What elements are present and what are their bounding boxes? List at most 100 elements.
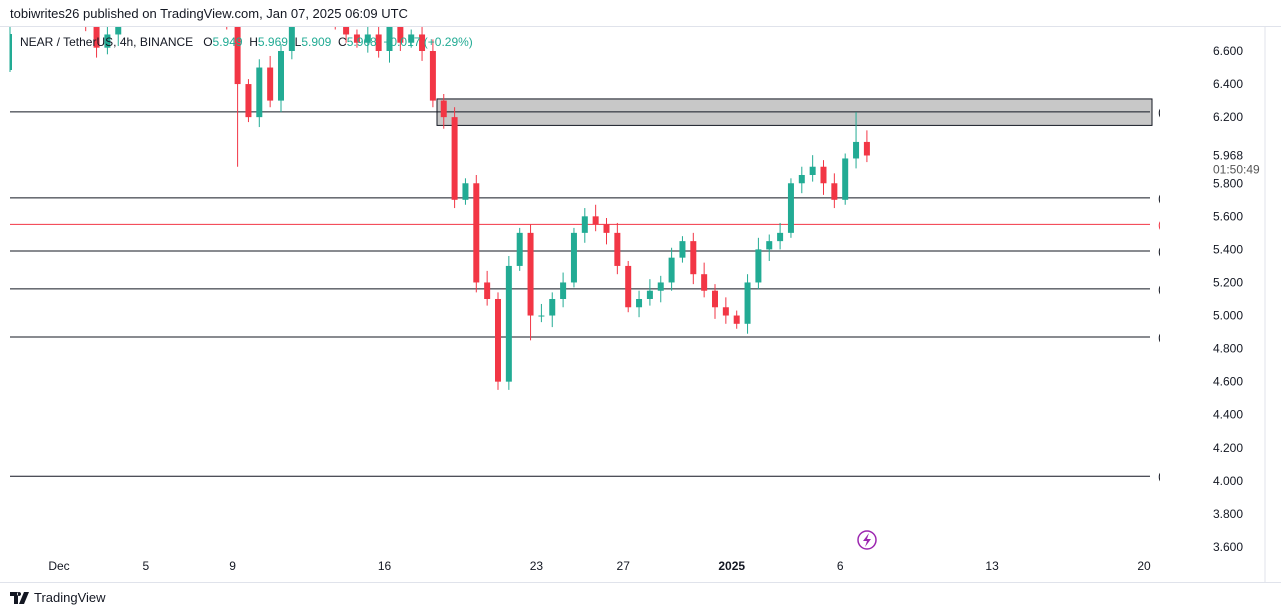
candle-body [375, 34, 382, 51]
price-tick: 6.200 [1213, 110, 1243, 124]
open-label: O [203, 35, 213, 49]
candle-body [549, 298, 556, 316]
time-tick: 23 [530, 559, 544, 573]
time-tick: 9 [229, 559, 236, 573]
candle-body [592, 216, 599, 225]
price-tick: 3.800 [1213, 507, 1243, 521]
price-axis-bg [1160, 27, 1281, 582]
candle-body [234, 27, 241, 85]
candle-body [581, 216, 588, 233]
candle-body [701, 274, 708, 291]
time-tick: 6 [837, 559, 844, 573]
candle-body [570, 232, 577, 283]
candle-body [386, 27, 393, 51]
candle-body [451, 117, 458, 200]
close-value: 5.968 [346, 35, 377, 49]
candle-body [787, 183, 794, 233]
candle-body [516, 232, 523, 266]
candle-body [429, 51, 436, 101]
candle-body [104, 34, 111, 48]
candle-body [527, 232, 534, 316]
time-tick: 27 [617, 559, 631, 573]
brand-name: TradingView [34, 590, 106, 605]
time-tick: 13 [985, 559, 999, 573]
high-value: 5.969 [257, 35, 288, 49]
candle-body [408, 34, 415, 43]
candle-body [343, 27, 350, 35]
time-tick: 20 [1137, 559, 1151, 573]
candle-body [278, 51, 284, 101]
candle-body [755, 249, 762, 283]
symbol-legend: NEAR / TetherUS, 4h, BINANCE O5.949 H5.9… [10, 34, 473, 70]
candle-body [636, 298, 643, 308]
candle-body [733, 315, 740, 324]
divider [0, 26, 1281, 27]
time-tick: 5 [142, 559, 149, 573]
tradingview-logo[interactable]: TradingView [10, 590, 106, 605]
candle-body [614, 232, 621, 266]
price-tick: 5.200 [1213, 275, 1243, 289]
high-label: H [249, 35, 258, 49]
price-tick: 4.400 [1213, 408, 1243, 422]
divider [0, 582, 1281, 583]
candle-body [440, 100, 447, 118]
price-tick: 4.600 [1213, 375, 1243, 389]
candle-body [777, 232, 784, 242]
low-value: 5.909 [301, 35, 332, 49]
time-tick: Dec [48, 559, 69, 573]
candle-body [820, 166, 827, 184]
candle-body [722, 307, 729, 316]
candle-body [267, 67, 274, 101]
price-tick: 5.000 [1213, 309, 1243, 323]
candle-body [809, 166, 816, 175]
candle-body [245, 84, 252, 118]
price-tick: 5.800 [1213, 176, 1243, 190]
candle-body [798, 174, 805, 184]
last-price: 5.968 [1213, 148, 1243, 162]
candle-body [766, 241, 773, 250]
candle-body [853, 141, 860, 159]
low-label: L [294, 35, 302, 49]
candle-body [397, 27, 404, 43]
candle-body [690, 241, 697, 275]
candle-body [560, 282, 567, 299]
candle-body [831, 183, 838, 200]
candle-body [538, 315, 545, 317]
price-tick: 4.000 [1213, 474, 1243, 488]
open-value: 5.949 [212, 35, 243, 49]
price-tick: 4.800 [1213, 342, 1243, 356]
candle-body [842, 158, 849, 200]
close-label: C [338, 35, 347, 49]
price-tick: 6.400 [1213, 77, 1243, 91]
candle-body [679, 241, 686, 258]
time-tick: 16 [378, 559, 392, 573]
candle-body [364, 34, 371, 43]
publisher-line: tobiwrites26 published on TradingView.co… [10, 6, 408, 21]
candle-body [484, 282, 491, 299]
price-tick: 5.600 [1213, 209, 1243, 223]
candle-body [288, 27, 295, 52]
candle-body [462, 183, 469, 200]
candle-body [744, 282, 751, 324]
candle-body [505, 265, 512, 382]
candle-body [603, 224, 610, 233]
price-tick: 5.400 [1213, 242, 1243, 256]
candle-body [93, 27, 100, 48]
candle-body [495, 298, 501, 382]
candle-body [657, 282, 664, 291]
lightning-icon [863, 533, 871, 547]
candle-body [256, 67, 263, 118]
price-tick: 3.600 [1213, 540, 1243, 554]
change-value: +0.017 (+0.29%) [383, 35, 473, 49]
tradingview-logo-icon [10, 591, 29, 604]
candle-body [646, 290, 653, 299]
candle-body [419, 34, 426, 51]
candle-body [668, 257, 675, 283]
candle-body [863, 141, 870, 156]
price-chart[interactable]: (6.232)-(5.712)-(5.551)-(5.390)-(5.161)-… [0, 27, 1281, 582]
candle-body [473, 183, 480, 283]
candle-body [625, 265, 632, 308]
countdown: 01:50:49 [1213, 162, 1260, 176]
candle-body [712, 290, 718, 308]
candle-body [353, 34, 360, 43]
